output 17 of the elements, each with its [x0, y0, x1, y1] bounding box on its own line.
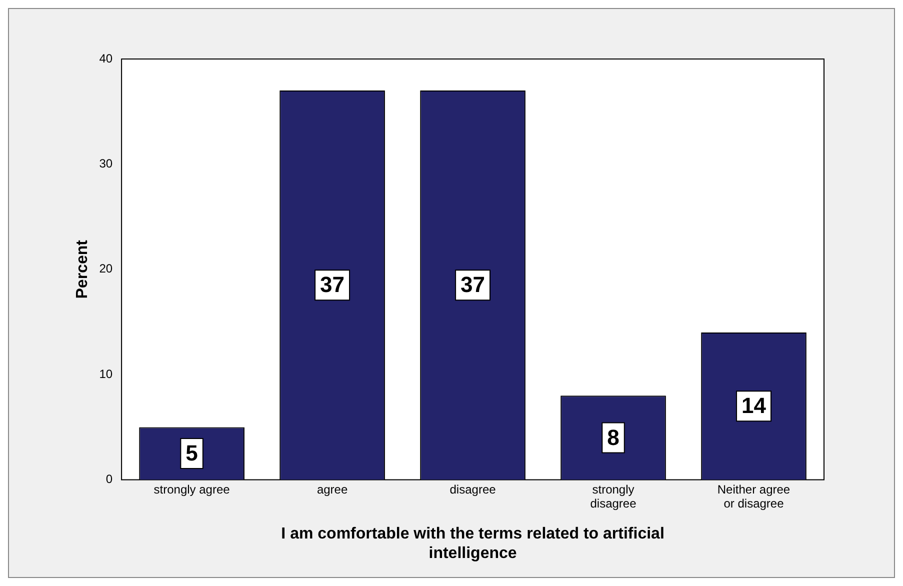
y-tick-label: 30	[99, 156, 113, 171]
x-tick-label: strongly disagree	[590, 482, 637, 511]
y-tick-label: 0	[106, 472, 113, 486]
data-label: 37	[320, 272, 345, 298]
data-label: 14	[742, 393, 767, 418]
y-tick-label: 40	[99, 51, 113, 66]
data-label: 37	[460, 272, 486, 298]
x-axis-title: I am comfortable with the terms related to artificial intelligence	[281, 526, 664, 562]
data-label: 8	[607, 424, 620, 450]
y-tick-label: 10	[99, 366, 113, 381]
data-label: 5	[186, 440, 198, 466]
y-axis-title: Percent	[74, 239, 92, 299]
y-tick-label: 20	[99, 262, 113, 276]
x-tick-label: Neither agree or disagree	[717, 482, 790, 511]
x-tick-label: disagree	[450, 482, 496, 496]
x-tick-label: strongly agree	[154, 482, 230, 496]
x-tick-label: agree	[316, 482, 348, 496]
